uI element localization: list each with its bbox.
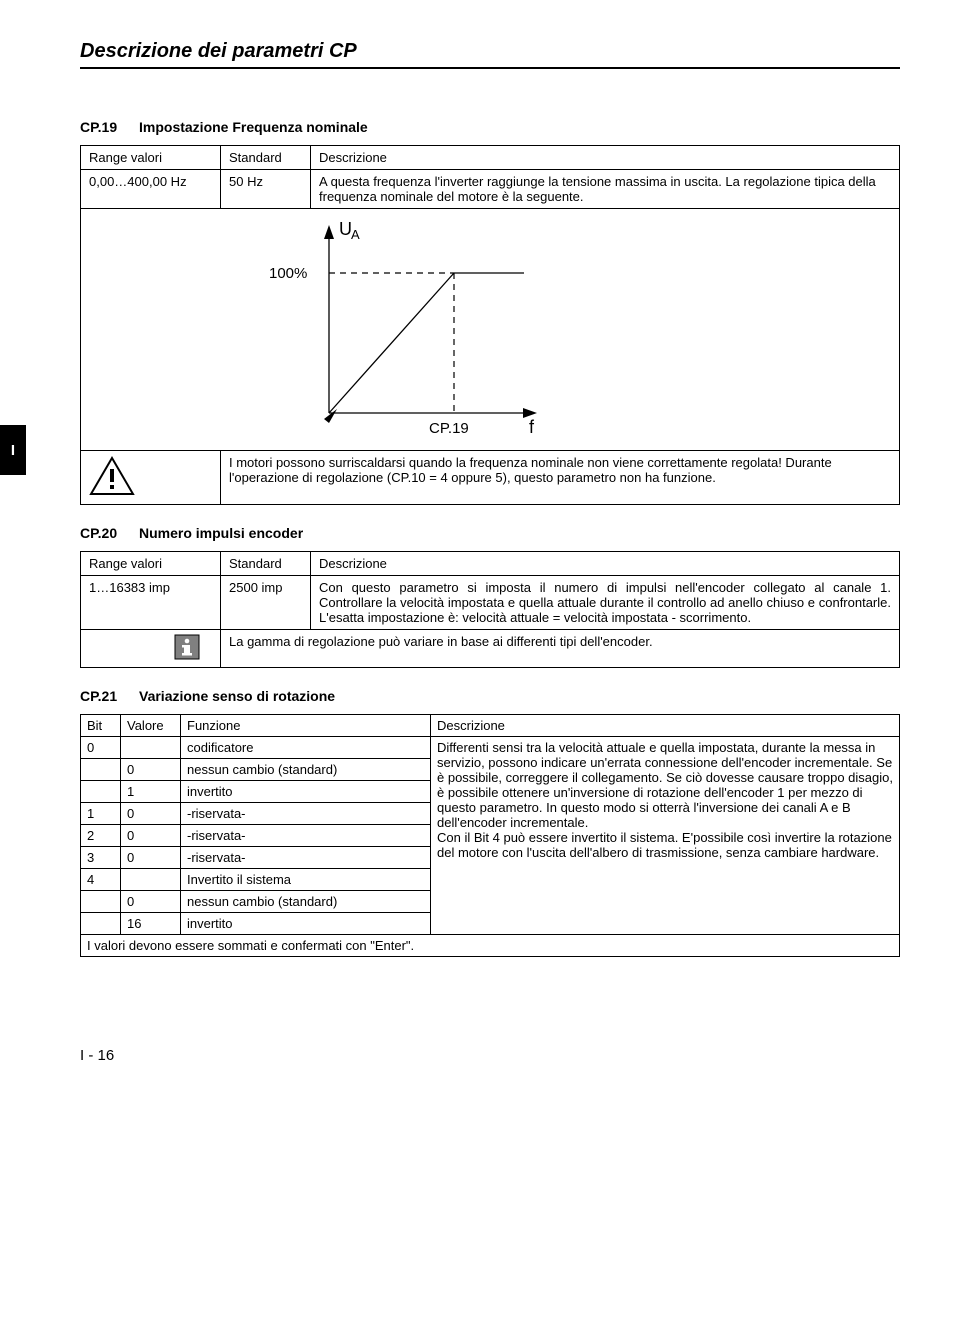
- bit-cell: [81, 891, 121, 913]
- col-std-header: Standard: [221, 146, 311, 170]
- cp19-warning-text: I motori possono surriscaldarsi quando l…: [221, 451, 900, 505]
- cp21-desc: Differenti sensi tra la velocità attuale…: [431, 737, 900, 935]
- chart-y-label-sub: A: [351, 227, 360, 242]
- val-cell: 0: [121, 825, 181, 847]
- val-cell: 0: [121, 759, 181, 781]
- bit-cell: [81, 759, 121, 781]
- chart-x-tick: CP.19: [429, 420, 469, 437]
- col-desc-header: Descrizione: [311, 146, 900, 170]
- cp19-range: 0,00…400,00 Hz: [81, 170, 221, 209]
- val-cell: [121, 737, 181, 759]
- table-header-row: Range valori Standard Descrizione: [81, 146, 900, 170]
- cp20-std: 2500 imp: [221, 576, 311, 630]
- cp19-warning-row: I motori possono surriscaldarsi quando l…: [81, 451, 900, 505]
- func-cell: codificatore: [181, 737, 431, 759]
- bit-cell: 4: [81, 869, 121, 891]
- warning-icon: [89, 455, 135, 497]
- val-cell: 16: [121, 913, 181, 935]
- table-row: 0 codificatore Differenti sensi tra la v…: [81, 737, 900, 759]
- bit-cell: 1: [81, 803, 121, 825]
- cp21-code: CP.21: [80, 688, 117, 704]
- bit-cell: 3: [81, 847, 121, 869]
- cp20-desc: Con questo parametro si imposta il numer…: [311, 576, 900, 630]
- col-desc-header: Descrizione: [311, 552, 900, 576]
- col-bit-header: Bit: [81, 715, 121, 737]
- val-cell: 0: [121, 803, 181, 825]
- chart-x-label: f: [529, 417, 535, 437]
- cp20-code: CP.20: [80, 525, 117, 541]
- info-icon: [174, 634, 200, 660]
- cp20-info-text: La gamma di regolazione può variare in b…: [221, 630, 900, 668]
- col-range-header: Range valori: [81, 146, 221, 170]
- col-func-header: Funzione: [181, 715, 431, 737]
- table-row: 0,00…400,00 Hz 50 Hz A questa frequenza …: [81, 170, 900, 209]
- val-cell: [121, 869, 181, 891]
- func-cell: invertito: [181, 913, 431, 935]
- table-header-row: Range valori Standard Descrizione: [81, 552, 900, 576]
- cp20-title: Numero impulsi encoder: [139, 525, 303, 541]
- cp19-chart-cell: U A 100% CP.19 f: [81, 209, 900, 451]
- cp19-table: Range valori Standard Descrizione 0,00…4…: [80, 145, 900, 505]
- cp19-code: CP.19: [80, 119, 117, 135]
- col-range-header: Range valori: [81, 552, 221, 576]
- cp20-info-row: La gamma di regolazione può variare in b…: [81, 630, 900, 668]
- cp21-heading: CP.21 Variazione senso di rotazione: [80, 688, 900, 704]
- func-cell: -riservata-: [181, 825, 431, 847]
- cp19-std: 50 Hz: [221, 170, 311, 209]
- bit-cell: [81, 781, 121, 803]
- warning-icon-cell: [81, 451, 221, 505]
- side-index-tab: I: [0, 425, 26, 475]
- cp20-table: Range valori Standard Descrizione 1…1638…: [80, 551, 900, 668]
- func-cell: nessun cambio (standard): [181, 891, 431, 913]
- cp19-heading: CP.19 Impostazione Frequenza nominale: [80, 119, 900, 135]
- title-rule: [80, 67, 900, 69]
- cp21-table: Bit Valore Funzione Descrizione 0 codifi…: [80, 714, 900, 957]
- col-std-header: Standard: [221, 552, 311, 576]
- val-cell: 0: [121, 847, 181, 869]
- table-header-row: Bit Valore Funzione Descrizione: [81, 715, 900, 737]
- cp20-heading: CP.20 Numero impulsi encoder: [80, 525, 900, 541]
- col-val-header: Valore: [121, 715, 181, 737]
- page-title: Descrizione dei parametri CP: [80, 40, 900, 63]
- col-desc-header: Descrizione: [431, 715, 900, 737]
- cp19-title: Impostazione Frequenza nominale: [139, 119, 368, 135]
- cp21-title: Variazione senso di rotazione: [139, 688, 335, 704]
- func-cell: Invertito il sistema: [181, 869, 431, 891]
- cp20-range: 1…16383 imp: [81, 576, 221, 630]
- func-cell: -riservata-: [181, 803, 431, 825]
- cp21-footnote-row: I valori devono essere sommati e conferm…: [81, 935, 900, 957]
- func-cell: nessun cambio (standard): [181, 759, 431, 781]
- func-cell: invertito: [181, 781, 431, 803]
- table-row: 1…16383 imp 2500 imp Con questo parametr…: [81, 576, 900, 630]
- cp21-footnote: I valori devono essere sommati e conferm…: [81, 935, 900, 957]
- val-cell: 0: [121, 891, 181, 913]
- bit-cell: 0: [81, 737, 121, 759]
- table-row: U A 100% CP.19 f: [81, 209, 900, 451]
- val-cell: 1: [121, 781, 181, 803]
- cp19-chart: U A 100% CP.19 f: [229, 213, 559, 443]
- cp19-desc: A questa frequenza l'inverter raggiunge …: [311, 170, 900, 209]
- bit-cell: 2: [81, 825, 121, 847]
- func-cell: -riservata-: [181, 847, 431, 869]
- bit-cell: [81, 913, 121, 935]
- info-icon-cell: [81, 630, 221, 668]
- chart-y-tick: 100%: [269, 265, 307, 282]
- page-footer: I - 16: [80, 1047, 900, 1064]
